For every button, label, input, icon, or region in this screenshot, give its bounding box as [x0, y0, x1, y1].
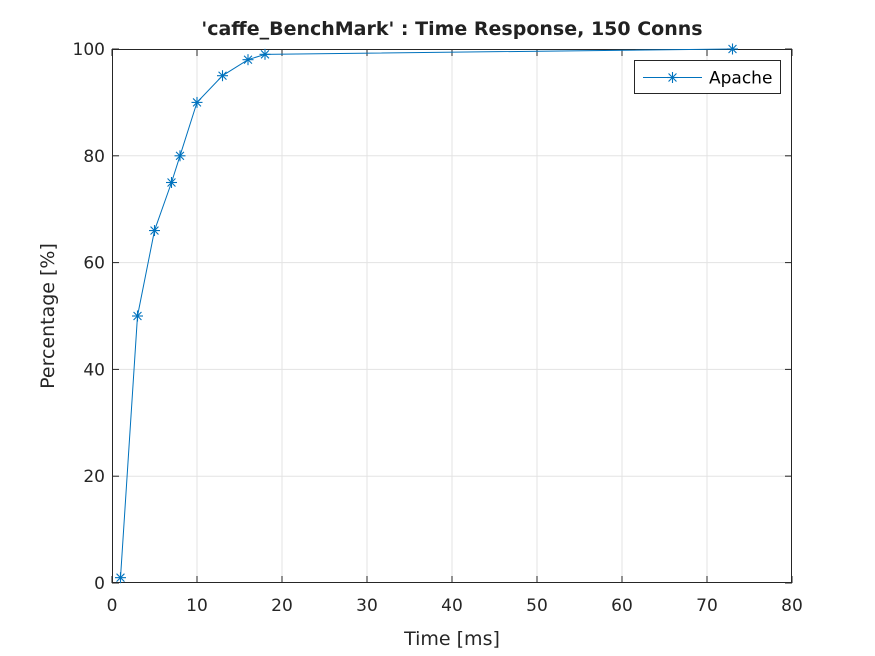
x-tick-label: 50: [526, 596, 548, 616]
data-point: [149, 225, 160, 237]
x-tick-label: 30: [356, 596, 378, 616]
y-tick-label: 80: [83, 147, 105, 167]
x-tick-label: 80: [781, 596, 803, 616]
y-tick-label: 60: [83, 254, 105, 274]
legend-marker: [667, 72, 678, 83]
legend: Apache: [634, 60, 781, 94]
x-tick-label: 20: [271, 596, 293, 616]
y-tick-label: 0: [94, 574, 105, 594]
axes: 0 10 20 30 40 50 60 70 80 0 20 40 60 80 100: [73, 40, 803, 616]
y-tick-label: 20: [83, 467, 105, 487]
data-point: [727, 43, 738, 55]
series-layer: [115, 43, 738, 584]
x-tick-label: 60: [611, 596, 633, 616]
x-tick-label: 0: [107, 596, 118, 616]
x-tick-label: 70: [696, 596, 718, 616]
data-point: [191, 96, 203, 108]
data-point: [166, 177, 177, 188]
data-point: [259, 48, 271, 60]
chart-title: 'caffe_BenchMark' : Time Response, 150 C…: [201, 18, 703, 40]
y-tick-label: 40: [83, 360, 105, 380]
data-point: [217, 70, 228, 82]
legend-label: Apache: [709, 69, 772, 89]
data-point: [115, 572, 126, 584]
x-tick-label: 10: [186, 596, 208, 616]
x-tick-label: 40: [441, 596, 463, 616]
x-axis-label: Time [ms]: [404, 628, 500, 650]
data-point: [132, 310, 143, 322]
grid-lines: [112, 49, 792, 583]
data-point: [174, 150, 186, 162]
y-tick-label: 100: [73, 40, 105, 60]
data-point: [242, 54, 254, 66]
series-line-apache: [120, 48, 733, 578]
